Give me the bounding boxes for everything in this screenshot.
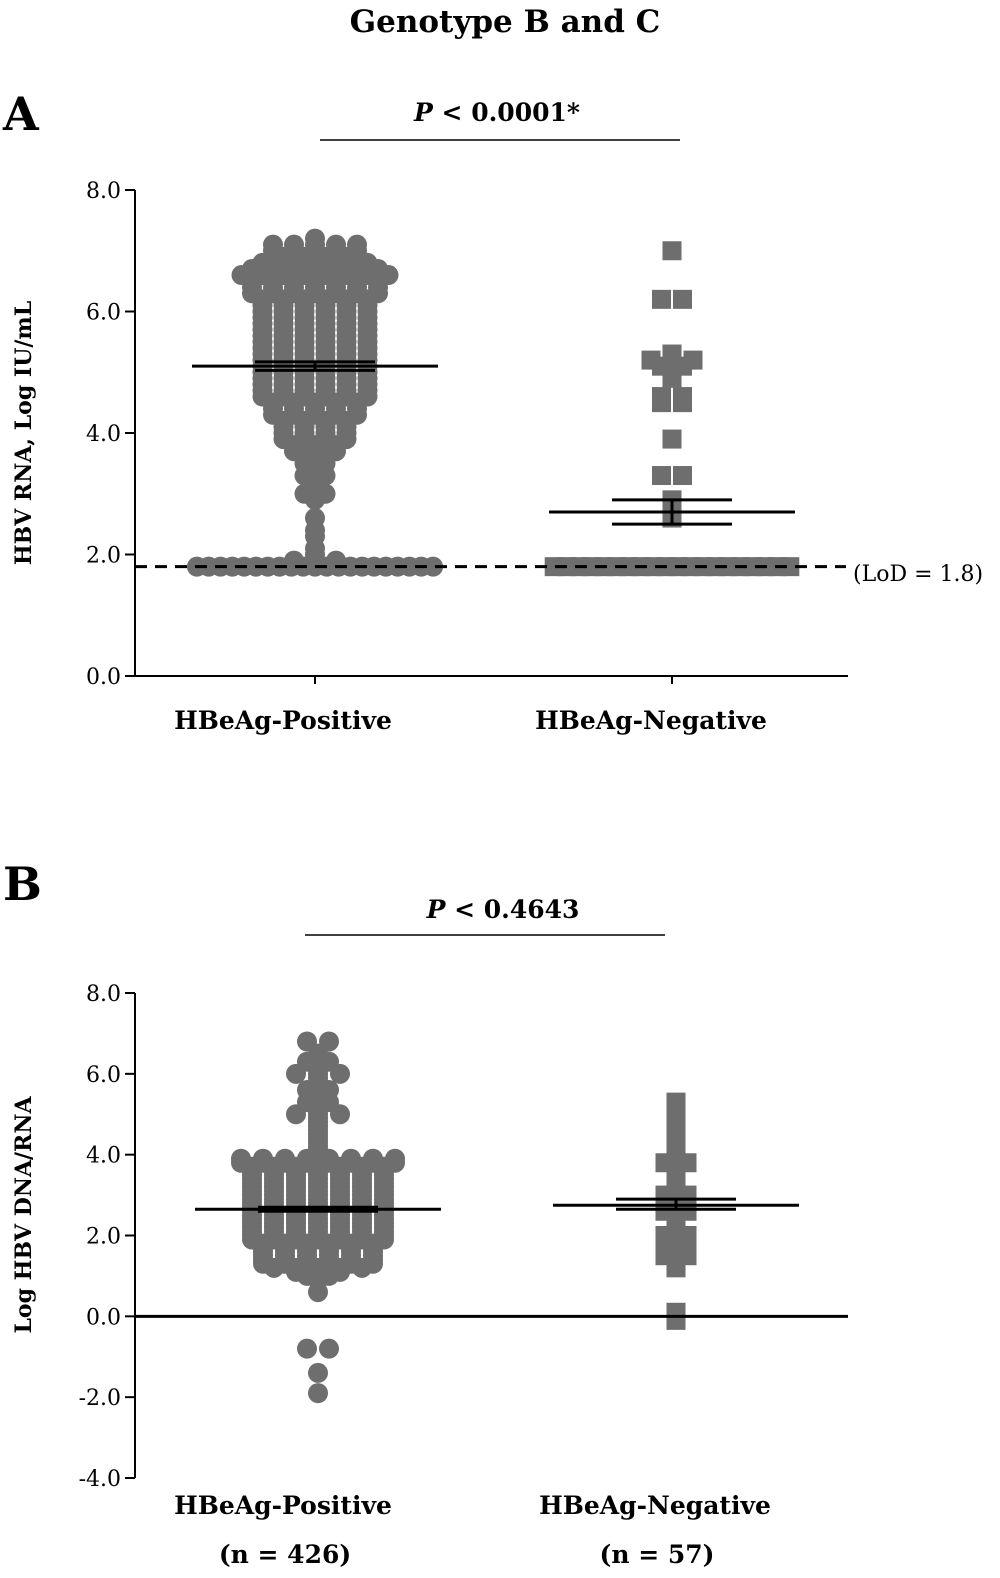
data-point-circle	[341, 1148, 361, 1169]
data-point-circle	[319, 1031, 339, 1052]
data-point-square	[652, 289, 671, 309]
y-tick-label: -4.0	[79, 1467, 121, 1492]
data-point-circle	[305, 228, 325, 249]
panel-a-p-value: P < 0.0001*	[413, 98, 580, 127]
data-point-circle	[363, 1148, 383, 1169]
data-point-circle	[275, 1148, 295, 1169]
data-point-circle	[253, 1148, 273, 1169]
data-point-circle	[305, 508, 325, 529]
data-point-square	[780, 557, 800, 577]
y-tick-label: 8.0	[86, 179, 121, 204]
panel-b-overlay	[135, 1197, 848, 1318]
panel-b-category-sublabel-negative: (n = 57)	[600, 1540, 715, 1569]
panel-b-category-sublabel-positive: (n = 426)	[219, 1540, 351, 1569]
data-point-circle	[308, 1383, 328, 1404]
y-tick-label: 0.0	[86, 1305, 121, 1330]
data-point-square	[673, 387, 692, 407]
panel-a: A P < 0.0001* HBV RNA, Log IU/mL 0.0 2.0 4…	[2, 87, 983, 735]
data-point-square	[662, 241, 682, 261]
panel-a-category-label-negative: HBeAg-Negative	[535, 706, 767, 735]
data-point-circle	[297, 1338, 317, 1359]
panel-b-category-label-positive: HBeAg-Positive	[174, 1491, 392, 1520]
data-point-square	[662, 344, 682, 364]
data-point-circle	[231, 1148, 251, 1169]
y-tick-label: 8.0	[86, 982, 121, 1007]
data-point-circle	[326, 234, 346, 255]
panel-a-lod-label: (LoD = 1.8)	[853, 562, 983, 587]
panel-b: B P < 0.4643 Log HBV DNA/RNA -4.0 -2.0 0.0…	[3, 857, 848, 1569]
data-point-circle	[308, 1362, 328, 1383]
figure-title: Genotype B and C	[350, 4, 661, 40]
y-tick-label: 0.0	[86, 665, 121, 690]
data-point-circle	[284, 234, 304, 255]
panel-b-p-value: P < 0.4643	[426, 895, 580, 924]
y-tick-label: 6.0	[86, 301, 121, 326]
panel-b-axes: -4.0 -2.0 0.0 2.0 4.0 6.0 8.0	[79, 982, 136, 1492]
data-point-square	[652, 387, 671, 407]
panel-b-category-label-negative: HBeAg-Negative	[539, 1491, 771, 1520]
y-tick-label: -2.0	[79, 1386, 121, 1411]
data-point-square	[673, 466, 692, 486]
data-point-square	[652, 466, 671, 486]
panel-b-y-axis-label: Log HBV DNA/RNA	[11, 1096, 37, 1334]
panel-a-y-axis-label: HBV RNA, Log IU/mL	[11, 301, 37, 565]
data-point-square	[666, 1092, 686, 1112]
panel-a-category-label-positive: HBeAg-Positive	[174, 706, 392, 735]
data-point-square	[662, 429, 682, 449]
data-point-circle	[319, 1338, 339, 1359]
y-tick-label: 4.0	[86, 1144, 121, 1169]
data-point-circle	[297, 1031, 317, 1052]
panel-a-label: A	[2, 87, 40, 141]
panel-b-label: B	[3, 857, 42, 911]
data-point-circle	[347, 234, 367, 255]
data-point-square	[666, 1310, 686, 1330]
y-tick-label: 4.0	[86, 422, 121, 447]
data-point-circle	[423, 556, 444, 577]
data-point-circle	[385, 1148, 405, 1169]
y-tick-label: 6.0	[86, 1063, 121, 1088]
data-point-square	[641, 350, 661, 370]
data-point-circle	[263, 234, 283, 255]
panel-a-axes: 0.0 2.0 4.0 6.0 8.0	[86, 179, 848, 690]
data-point-square	[673, 289, 692, 309]
y-tick-label: 2.0	[86, 544, 121, 569]
data-point-square	[683, 350, 703, 370]
y-tick-label: 2.0	[86, 1225, 121, 1250]
panel-a-overlay	[135, 360, 846, 569]
panel-b-points	[231, 1031, 697, 1404]
panel-a-points	[186, 228, 800, 577]
